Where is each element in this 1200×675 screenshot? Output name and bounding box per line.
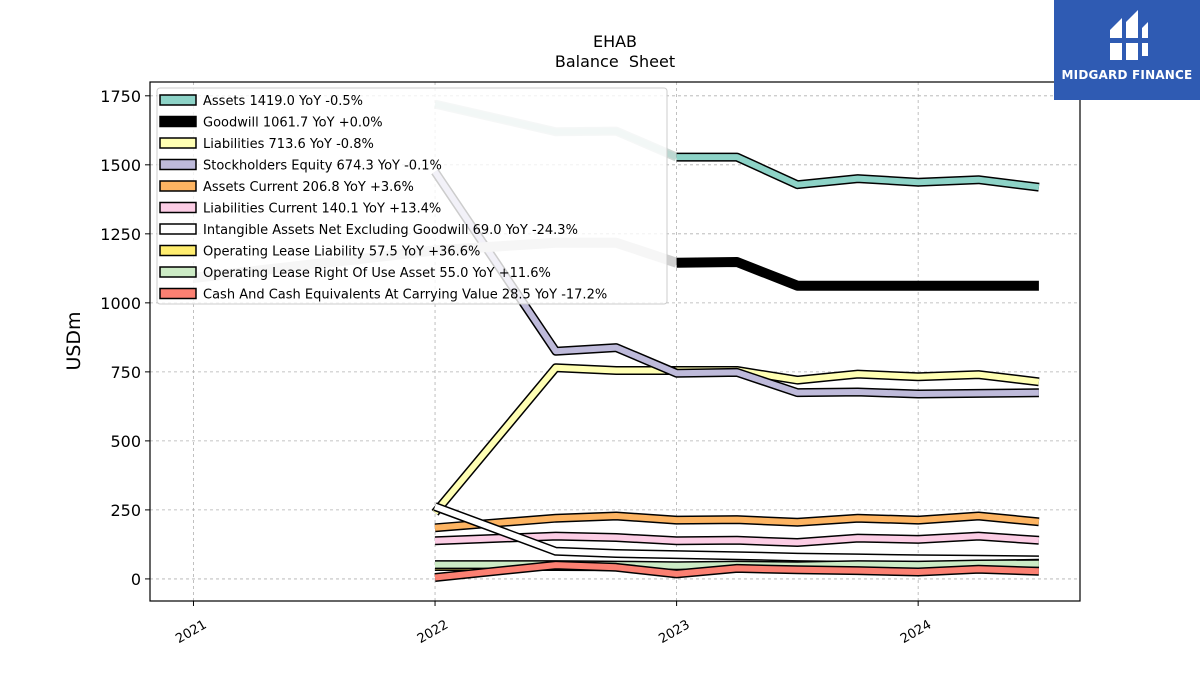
legend-item-stockholders-equity: Stockholders Equity 674.3 YoY -0.1% bbox=[159, 158, 442, 174]
legend-item-assets-current: Assets Current 206.8 YoY +3.6% bbox=[159, 180, 414, 195]
legend-box bbox=[156, 87, 668, 305]
y-tick-label: 0 bbox=[131, 570, 141, 589]
legend-swatch bbox=[159, 115, 197, 128]
series-line bbox=[433, 503, 1039, 563]
chart-title: EHAB bbox=[593, 32, 637, 51]
midgard-logo-icon bbox=[1108, 10, 1150, 60]
legend-swatch bbox=[159, 137, 197, 149]
legend-item-goodwill: Goodwill 1061.7 YoY +0.0% bbox=[159, 115, 383, 131]
series-liabilities bbox=[431, 363, 1040, 516]
series-intangible-assets-net-excluding-goodwill bbox=[433, 502, 1039, 565]
legend-label: Goodwill 1061.7 YoY +0.0% bbox=[203, 116, 383, 131]
series-liabilities-current bbox=[434, 531, 1040, 547]
legend-item-cash-and-cash-equivalents-at-carrying-value: Cash And Cash Equivalents At Carrying Va… bbox=[159, 287, 607, 303]
series-line bbox=[432, 364, 1040, 515]
y-tick-label: 1250 bbox=[100, 225, 141, 244]
legend-swatch bbox=[159, 266, 197, 278]
series-line bbox=[676, 257, 1039, 291]
legend-label: Liabilities 713.6 YoY -0.8% bbox=[203, 137, 374, 152]
legend-label: Operating Lease Right Of Use Asset 55.0 … bbox=[203, 266, 551, 281]
chart-subtitle: Balance Sheet bbox=[555, 52, 675, 71]
series-line bbox=[434, 513, 1040, 531]
legend-label: Operating Lease Liability 57.5 YoY +36.6… bbox=[203, 245, 480, 260]
y-tick-label: 1000 bbox=[100, 294, 141, 313]
brand-name: MIDGARD FINANCE bbox=[1061, 68, 1193, 82]
legend: Assets 1419.0 YoY -0.5% Goodwill 1061.7 Y… bbox=[156, 87, 668, 305]
y-tick-label: 750 bbox=[110, 363, 141, 382]
y-tick-label: 1500 bbox=[100, 156, 141, 175]
legend-swatch bbox=[159, 180, 197, 192]
legend-swatch bbox=[159, 94, 197, 106]
x-tick-label: 2022 bbox=[415, 617, 451, 647]
y-tick-label: 1750 bbox=[100, 87, 141, 106]
series-assets-current bbox=[434, 511, 1040, 533]
series-cash-and-cash-equivalents-at-carrying-value bbox=[434, 560, 1040, 582]
x-tick-label: 2023 bbox=[656, 617, 692, 647]
y-tick-label: 250 bbox=[110, 501, 141, 520]
legend-swatch bbox=[159, 287, 197, 300]
brand-logo: MIDGARD FINANCE bbox=[1054, 0, 1200, 100]
series-line bbox=[434, 533, 1040, 546]
legend-swatch bbox=[159, 244, 197, 257]
legend-item-operating-lease-right-of-use-asset: Operating Lease Right Of Use Asset 55.0 … bbox=[159, 266, 551, 281]
legend-item-liabilities-current: Liabilities Current 140.1 YoY +13.4% bbox=[159, 201, 441, 217]
legend-swatch bbox=[159, 201, 197, 214]
legend-label: Assets Current 206.8 YoY +3.6% bbox=[203, 180, 414, 195]
y-axis-label: USDm bbox=[63, 311, 85, 370]
legend-label: Liabilities Current 140.1 YoY +13.4% bbox=[203, 202, 441, 217]
legend-swatch bbox=[159, 223, 197, 235]
legend-swatch bbox=[159, 158, 197, 171]
legend-item-assets: Assets 1419.0 YoY -0.5% bbox=[159, 94, 363, 109]
plot-frame bbox=[149, 81, 1081, 602]
series-line bbox=[676, 154, 1040, 191]
axis-ticks: 0 250 500 750 1000 1250 1500 1750 2021 2022 2023 20… bbox=[100, 87, 934, 647]
series-line bbox=[432, 170, 1039, 397]
x-tick-label: 2024 bbox=[898, 617, 934, 647]
legend-item-intangible-assets-net-excluding-goodwill: Intangible Assets Net Excluding Goodwill… bbox=[159, 223, 578, 238]
legend-label: Cash And Cash Equivalents At Carrying Va… bbox=[203, 288, 607, 303]
legend-label: Assets 1419.0 YoY -0.5% bbox=[203, 94, 363, 109]
legend-label: Stockholders Equity 674.3 YoY -0.1% bbox=[203, 159, 442, 174]
legend-item-liabilities: Liabilities 713.6 YoY -0.8% bbox=[159, 137, 374, 152]
series-line bbox=[434, 562, 1039, 581]
x-tick-label: 2021 bbox=[173, 617, 209, 647]
legend-item-operating-lease-liability: Operating Lease Liability 57.5 YoY +36.6… bbox=[159, 244, 480, 260]
legend-label: Intangible Assets Net Excluding Goodwill… bbox=[203, 223, 578, 238]
series-stockholders-equity bbox=[431, 169, 1039, 399]
y-tick-label: 500 bbox=[110, 432, 141, 451]
